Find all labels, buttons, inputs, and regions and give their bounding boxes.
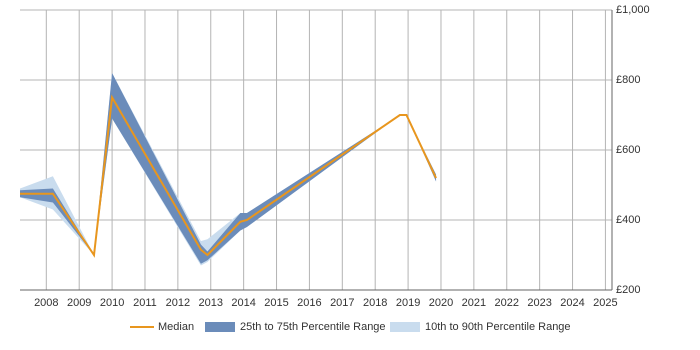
- x-tick-label: 2021: [462, 297, 486, 309]
- x-tick-label: 2024: [560, 297, 584, 309]
- x-tick-label: 2013: [199, 297, 223, 309]
- x-tick-label: 2010: [100, 297, 124, 309]
- x-tick-label: 2016: [297, 297, 321, 309]
- legend-label: 25th to 75th Percentile Range: [240, 321, 386, 333]
- median-line: [20, 94, 437, 258]
- x-tick-label: 2014: [231, 297, 255, 309]
- y-tick-label: £400: [616, 214, 640, 226]
- x-tick-label: 2017: [330, 297, 354, 309]
- x-tick-label: 2011: [133, 297, 157, 309]
- y-tick-label: £800: [616, 74, 640, 86]
- x-tick-label: 2015: [264, 297, 288, 309]
- x-tick-label: 2025: [593, 297, 617, 309]
- y-tick-label: £600: [616, 144, 640, 156]
- x-tick-label: 2019: [396, 297, 420, 309]
- x-tick-label: 2018: [363, 297, 387, 309]
- legend-label: 10th to 90th Percentile Range: [425, 321, 571, 333]
- legend-swatch: [205, 322, 235, 332]
- x-tick-label: 2009: [67, 297, 91, 309]
- x-tick-label: 2008: [34, 297, 58, 309]
- y-tick-label: £1,000: [616, 4, 650, 16]
- x-tick-label: 2012: [166, 297, 190, 309]
- legend-swatch: [390, 322, 420, 332]
- x-tick-label: 2023: [527, 297, 551, 309]
- legend-label: Median: [158, 321, 194, 333]
- range-band: [20, 73, 437, 264]
- y-tick-label: £200: [616, 284, 640, 296]
- x-tick-label: 2022: [495, 297, 519, 309]
- x-tick-label: 2020: [429, 297, 453, 309]
